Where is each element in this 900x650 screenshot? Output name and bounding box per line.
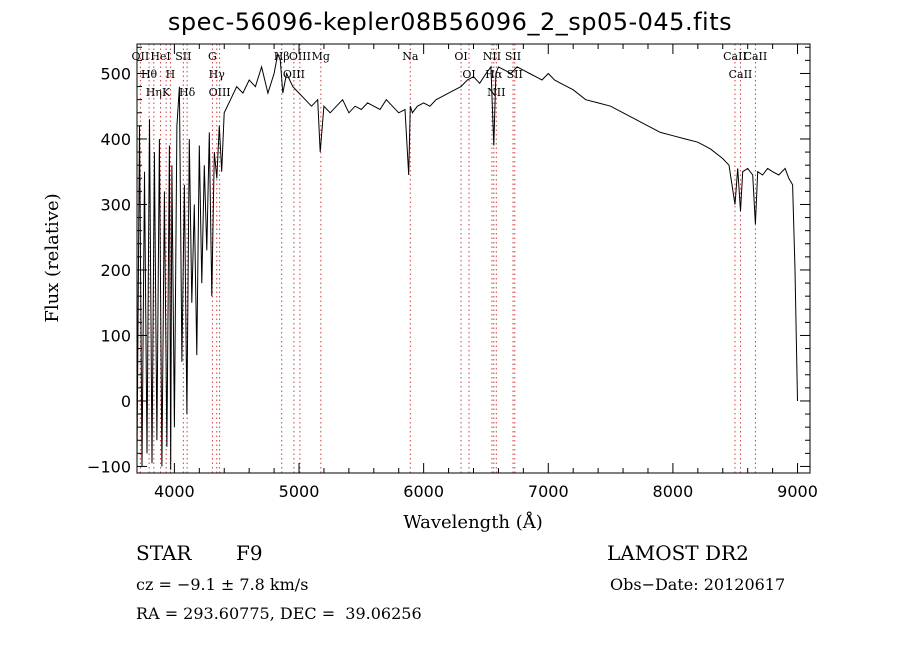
reference-line-label: Hη bbox=[146, 86, 162, 99]
axis-ticks bbox=[137, 44, 810, 473]
y-tick-label: 500 bbox=[100, 64, 131, 83]
object-class: STAR bbox=[136, 541, 192, 565]
x-tick-label: 9000 bbox=[777, 482, 818, 501]
reference-line-label: Hδ bbox=[179, 86, 196, 99]
reference-line-label: NII bbox=[487, 86, 505, 99]
reference-line-label: CaII bbox=[744, 50, 768, 63]
series-group bbox=[136, 51, 798, 470]
x-tick-label: 8000 bbox=[653, 482, 694, 501]
y-tick-label: 400 bbox=[100, 130, 131, 149]
reference-line-label: Hθ bbox=[141, 68, 158, 81]
spectrum-series-line-0 bbox=[136, 51, 798, 470]
reference-line-label: HeI bbox=[150, 50, 170, 63]
reference-line-label: NII bbox=[483, 50, 501, 63]
reference-line-label: Hβ bbox=[274, 50, 290, 63]
x-axis-label: Wavelength (Å) bbox=[403, 511, 543, 533]
reference-line-label: Mg bbox=[312, 50, 330, 63]
tick-labels: 4000 5000 6000 7000 8000 9000 −100 0 100 200 300 40… bbox=[87, 64, 818, 501]
y-tick-label: 200 bbox=[100, 261, 131, 280]
reference-line-label: OIII bbox=[209, 86, 231, 99]
reference-line-label: H bbox=[166, 68, 176, 81]
redshift-cz: cz = −9.1 ± 7.8 km/s bbox=[136, 575, 309, 594]
x-tick-label: 6000 bbox=[403, 482, 444, 501]
survey-name: LAMOST DR2 bbox=[607, 541, 749, 565]
reference-line-label: OIII bbox=[289, 50, 311, 63]
observation-date: Obs−Date: 20120617 bbox=[610, 575, 786, 594]
y-tick-label: 0 bbox=[121, 392, 131, 411]
reference-line-label: Hα bbox=[485, 68, 503, 81]
chart-title: spec-56096-kepler08B56096_2_sp05-045.fit… bbox=[167, 8, 733, 36]
y-axis-label: Flux (relative) bbox=[42, 193, 63, 322]
reference-line-label: Na bbox=[402, 50, 419, 63]
coordinates: RA = 293.60775, DEC = 39.06256 bbox=[136, 604, 422, 623]
y-tick-label: −100 bbox=[87, 457, 131, 476]
x-tick-label: 7000 bbox=[528, 482, 569, 501]
plot-frame bbox=[136, 43, 811, 474]
reference-line-label: CaII bbox=[729, 68, 753, 81]
y-tick-label: 300 bbox=[100, 195, 131, 214]
reference-line-label: CaII bbox=[723, 50, 747, 63]
reference-line-label: Hγ bbox=[209, 68, 226, 81]
reference-line-label: OIII bbox=[283, 68, 305, 81]
reference-line-label: OI bbox=[462, 68, 475, 81]
reference-line-label: SII bbox=[175, 50, 191, 63]
reference-line-label: SII bbox=[507, 68, 523, 81]
reference-line-label: G bbox=[208, 50, 217, 63]
reference-line-label: OI bbox=[454, 50, 467, 63]
x-tick-label: 4000 bbox=[154, 482, 195, 501]
reference-line-label: OII bbox=[132, 50, 150, 63]
y-tick-label: 100 bbox=[100, 326, 131, 345]
x-tick-label: 5000 bbox=[279, 482, 320, 501]
reference-line-label: K bbox=[162, 86, 171, 99]
object-subclass: F9 bbox=[236, 541, 263, 565]
reference-lines bbox=[139, 44, 756, 473]
reference-line-label: SII bbox=[505, 50, 521, 63]
